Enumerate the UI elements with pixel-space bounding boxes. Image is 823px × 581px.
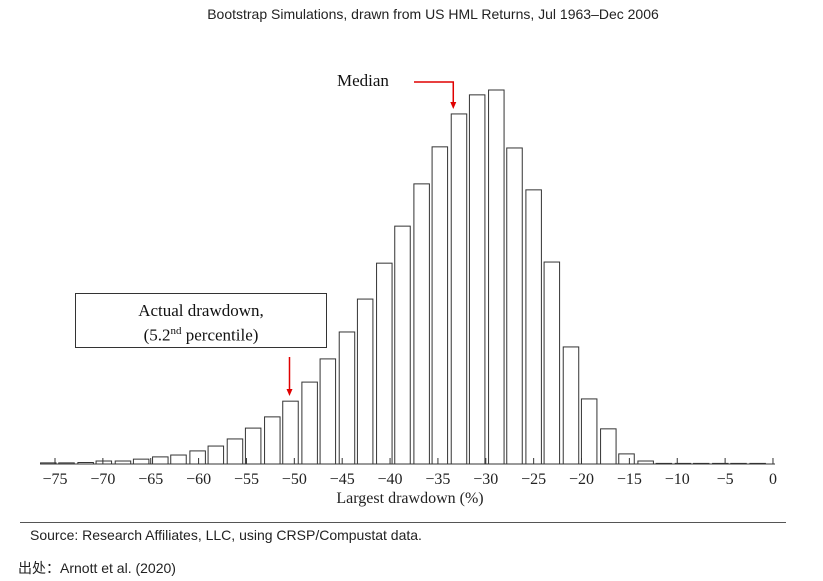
actual-drawdown-line2: (5.2nd percentile) (76, 321, 326, 346)
chart-title: Bootstrap Simulations, drawn from US HML… (207, 6, 659, 22)
footer-divider (20, 522, 786, 523)
histogram-bar (207, 445, 225, 465)
x-tick-label: −40 (378, 471, 403, 488)
x-tick-label: −10 (665, 471, 690, 488)
x-axis-label: Largest drawdown (%) (336, 490, 483, 507)
histogram-chart: −75 −70 −65 −60 −55 −50 −45 −40 −35 −30 −25 −20 −15−… (40, 81, 777, 507)
x-tick-label: −20 (569, 471, 594, 488)
histogram-bar (450, 113, 468, 465)
x-tick-label: −45 (330, 471, 355, 488)
histogram-bar (170, 454, 187, 465)
histogram-bar (244, 427, 262, 465)
x-tick-label: −30 (473, 471, 498, 488)
histogram-bar (413, 183, 430, 465)
histogram-bar (618, 453, 635, 465)
histogram-bar (132, 458, 150, 465)
actual-drawdown-arrowhead (286, 389, 293, 396)
x-tick-label: 0 (769, 471, 777, 488)
bars-group (40, 89, 766, 465)
x-tick-label: −35 (425, 471, 450, 488)
actual-drawdown-line1: Actual drawdown, (138, 301, 264, 320)
histogram-bar (226, 438, 244, 465)
histogram-bar (543, 261, 561, 465)
histogram-bar (376, 262, 393, 465)
x-tick-label: −60 (186, 471, 211, 488)
histogram-bar (319, 358, 337, 465)
x-tick-label: −15 (617, 471, 642, 488)
histogram-bar (580, 398, 598, 465)
median-arrowhead (450, 102, 457, 109)
histogram-bar (301, 381, 318, 465)
histogram-bar (525, 189, 542, 465)
percentile-text: percentile) (181, 325, 259, 345)
histogram-bar (431, 146, 449, 465)
histogram-bar (506, 147, 523, 465)
histogram-bar (152, 456, 169, 465)
x-tick-label: −50 (282, 471, 307, 488)
x-tick-label: −25 (521, 471, 546, 488)
x-tick-label: −75 (42, 471, 67, 488)
histogram-bar (488, 89, 505, 465)
histogram-bar (338, 331, 356, 465)
histogram-bar (394, 225, 411, 465)
x-tick-label: −5 (717, 471, 734, 488)
histogram-bar (600, 428, 617, 465)
source-note: Source: Research Affiliates, LLC, using … (30, 527, 422, 543)
histogram-bar (356, 298, 374, 465)
citation: 出处：Arnott et al. (2020) (18, 560, 176, 576)
percentile-value: (5.2 (143, 325, 171, 345)
histogram-bar (189, 450, 206, 465)
histogram-bar (468, 94, 486, 465)
x-tick-label: −65 (138, 471, 163, 488)
histogram-bar (562, 346, 580, 465)
actual-drawdown-box: Actual drawdown, (5.2nd percentile) (75, 293, 327, 348)
x-tick-label: −55 (234, 471, 259, 488)
histogram-bar (282, 400, 299, 465)
median-arrow (414, 81, 455, 104)
x-ticks-group: −75 −70 −65 −60 −55 −50 −45 −40 −35 −30 −25 −20 −15−… (42, 458, 777, 488)
annotation-arrows (286, 81, 457, 396)
median-label: Median (337, 71, 389, 90)
percentile-suffix: nd (170, 325, 182, 337)
histogram-bar (264, 416, 281, 465)
x-tick-label: −70 (90, 471, 115, 488)
